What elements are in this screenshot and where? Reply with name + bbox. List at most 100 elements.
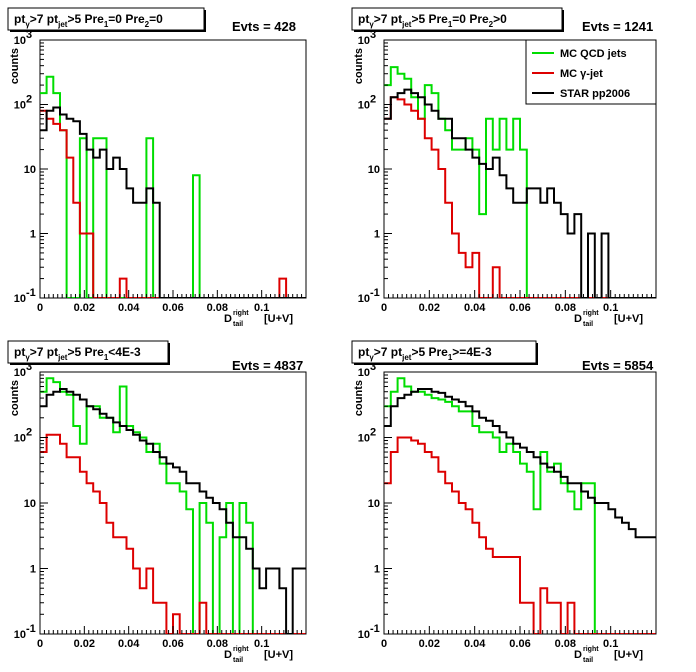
x-tick-label: 0 — [381, 638, 387, 650]
panel-title: ptγ>7 ptjet>5 Pre1=0 Pre2>0 — [351, 7, 564, 32]
plot-frame — [39, 39, 307, 299]
histogram-series-group — [40, 377, 306, 634]
svg-text:ptγ>7 ptjet>5 Pre1=0 Pre2>0: ptγ>7 ptjet>5 Pre1=0 Pre2>0 — [358, 12, 507, 29]
panel-title: ptγ>7 ptjet>5 Pre1>=4E-3 — [351, 340, 538, 365]
svg-text:1: 1 — [374, 564, 380, 576]
svg-text:tail: tail — [583, 321, 593, 328]
legend: MC QCD jets MC γ-jet STAR pp2006 — [525, 39, 657, 105]
y-tick-label: 10 2 — [14, 94, 32, 112]
svg-text:D: D — [224, 313, 232, 325]
y-tick-label: 10 — [24, 498, 36, 510]
y-tick-label: 10 — [24, 164, 36, 176]
svg-text:[U+V]: [U+V] — [264, 313, 293, 325]
x-tick-label: 0 — [37, 638, 43, 650]
y-tick-label: 10 — [368, 498, 380, 510]
y-tick-label: 10 3 — [358, 29, 376, 47]
x-axis: 0 0.02 0.04 0.06 0.08 0.1 — [37, 626, 307, 650]
svg-text:1: 1 — [30, 564, 36, 576]
svg-text:10: 10 — [358, 433, 370, 445]
panel-title: ptγ>7 ptjet>5 Pre1<4E-3 — [7, 340, 170, 365]
event-count: Evts = 428 — [232, 19, 296, 34]
svg-text:right: right — [583, 646, 599, 653]
svg-text:10: 10 — [14, 433, 26, 445]
svg-text:1: 1 — [374, 229, 380, 241]
svg-text:1: 1 — [30, 229, 36, 241]
svg-text:3: 3 — [26, 29, 32, 41]
y-tick-label: 10 -1 — [14, 287, 36, 305]
y-axis-label: counts — [353, 380, 365, 416]
y-tick-label: 1 — [30, 229, 36, 241]
x-tick-label: 0.06 — [509, 302, 530, 314]
x-tick-label: 0.08 — [555, 302, 576, 314]
svg-text:10: 10 — [24, 498, 36, 510]
svg-text:3: 3 — [370, 361, 376, 373]
legend-entry: MC γ-jet — [560, 68, 603, 80]
svg-text:tail: tail — [233, 657, 243, 664]
svg-text:10: 10 — [14, 35, 26, 47]
x-tick-label: 0.06 — [162, 638, 183, 650]
x-tick-label: 0.08 — [555, 638, 576, 650]
panel-title: ptγ>7 ptjet>5 Pre1=0 Pre2=0 — [7, 7, 206, 32]
svg-text:10: 10 — [14, 367, 26, 379]
x-tick-label: 0.02 — [74, 638, 95, 650]
x-tick-label: 0.04 — [118, 638, 140, 650]
svg-text:right: right — [233, 310, 249, 317]
svg-text:ptγ>7 ptjet>5 Pre1=0 Pre2=0: ptγ>7 ptjet>5 Pre1=0 Pre2=0 — [14, 12, 163, 29]
svg-text:2: 2 — [370, 94, 376, 106]
svg-text:[U+V]: [U+V] — [614, 313, 643, 325]
y-tick-label: 10 3 — [358, 361, 376, 379]
x-tick-label: 0.1 — [254, 638, 269, 650]
x-tick-label: 0.08 — [207, 302, 228, 314]
x-axis: 0 0.02 0.04 0.06 0.08 0.1 — [37, 290, 307, 314]
y-axis-label: counts — [9, 48, 21, 84]
series-mc-jet — [384, 96, 656, 298]
svg-text:-1: -1 — [370, 287, 380, 299]
series-mc-jet — [40, 433, 306, 634]
x-tick-label: 0.04 — [464, 638, 486, 650]
svg-text:10: 10 — [358, 35, 370, 47]
svg-text:D: D — [574, 649, 582, 661]
x-tick-label: 0.1 — [603, 638, 618, 650]
svg-text:10: 10 — [14, 629, 26, 641]
event-count: Evts = 4837 — [232, 358, 303, 373]
legend-entry: STAR pp2006 — [560, 88, 630, 100]
series-mc-qcd-jets — [40, 377, 306, 634]
svg-text:2: 2 — [370, 427, 376, 439]
x-tick-label: 0.04 — [118, 302, 140, 314]
histogram-series-group — [40, 75, 306, 298]
svg-text:10: 10 — [368, 164, 380, 176]
event-count: Evts = 5854 — [582, 358, 654, 373]
x-tick-label: 0.04 — [464, 302, 486, 314]
x-tick-label: 0.02 — [419, 638, 440, 650]
x-tick-label: 0 — [37, 302, 43, 314]
series-star-pp2006 — [40, 388, 306, 634]
series-star-pp2006 — [384, 88, 656, 298]
svg-text:[U+V]: [U+V] — [264, 649, 293, 661]
event-count: Evts = 1241 — [582, 19, 653, 34]
series-star-pp2006 — [40, 106, 306, 298]
svg-text:tail: tail — [233, 321, 243, 328]
plot-frame — [39, 371, 307, 635]
y-tick-label: 1 — [374, 564, 380, 576]
series-mc-jet — [40, 109, 306, 298]
svg-text:-1: -1 — [26, 287, 36, 299]
x-tick-label: 0.06 — [162, 302, 183, 314]
svg-text:D: D — [574, 313, 582, 325]
x-tick-label: 0.08 — [207, 638, 228, 650]
svg-text:2: 2 — [26, 94, 32, 106]
svg-text:[U+V]: [U+V] — [614, 649, 643, 661]
legend-entry: MC QCD jets — [560, 48, 627, 60]
histogram-series-group — [384, 377, 656, 634]
svg-text:tail: tail — [583, 657, 593, 664]
series-mc-qcd-jets — [384, 377, 656, 634]
svg-text:3: 3 — [370, 29, 376, 41]
